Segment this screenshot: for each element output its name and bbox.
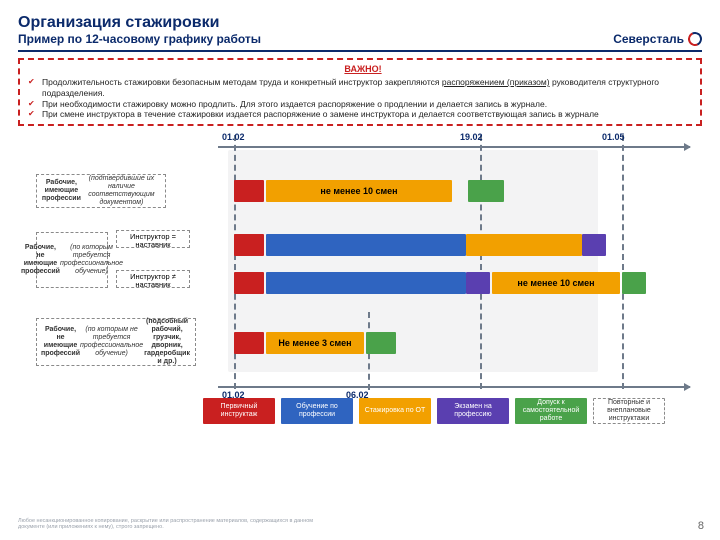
segment-text: не менее 10 смен — [492, 272, 620, 294]
legend: Первичный инструктажОбучение по професси… — [203, 398, 665, 424]
page-number: 8 — [698, 520, 704, 532]
gantt-segment — [234, 234, 264, 256]
timeline-arrow — [218, 386, 690, 388]
gantt-segment — [468, 180, 504, 202]
legend-item: Стажировка по ОТ — [359, 398, 431, 424]
gantt-segment — [234, 180, 264, 202]
warning-list: Продолжительность стажировки безопасным … — [34, 77, 692, 120]
logo: Северсталь — [613, 32, 702, 46]
gantt-segment — [234, 332, 264, 354]
segment-text: Не менее 3 смен — [266, 332, 364, 354]
gantt-segment — [622, 272, 646, 294]
gantt-segment — [466, 272, 490, 294]
sub-label: Инструктор ≠ наставник — [116, 270, 190, 288]
date-label: 19.02 — [460, 132, 483, 142]
warning-item: Продолжительность стажировки безопасным … — [34, 77, 692, 98]
sub-label: Инструктор = наставник — [116, 230, 190, 248]
gantt-segment — [266, 272, 466, 294]
page-title: Организация стажировки — [18, 14, 261, 32]
warning-item: При смене инструктора в течение стажиров… — [34, 109, 692, 120]
row-label: Рабочие, не имеющие профессий(по которым… — [36, 232, 108, 288]
gantt-segment — [266, 234, 466, 256]
legend-item: Повторные и внеплановые инструктажи — [593, 398, 665, 424]
page-subtitle: Пример по 12-часовому графику работы — [18, 32, 261, 46]
gantt-segment — [234, 272, 264, 294]
warning-item: При необходимости стажировку можно продл… — [34, 99, 692, 110]
warning-header: ВАЖНО! — [34, 64, 692, 75]
timeline-arrow — [218, 146, 690, 148]
header: Организация стажировки Пример по 12-часо… — [18, 14, 702, 52]
row-label: Рабочие, не имеющие профессий(по которым… — [36, 318, 196, 366]
date-label: 01.02 — [222, 132, 245, 142]
gantt-segment — [582, 234, 606, 256]
logo-icon — [686, 30, 704, 48]
gantt-segment — [366, 332, 396, 354]
timeline-vline — [622, 135, 624, 389]
row-label: Рабочие, имеющие профессии(подтвердившие… — [36, 174, 166, 208]
footnote: Любое несанкционированное копирование, р… — [18, 518, 318, 530]
timeline-vline — [480, 135, 482, 389]
timeline-chart: 01.0219.0201.0501.0206.02Рабочие, имеющи… — [18, 132, 702, 432]
gantt-segment — [466, 234, 582, 256]
legend-item: Обучение по профессии — [281, 398, 353, 424]
warning-box: ВАЖНО! Продолжительность стажировки безо… — [18, 58, 702, 126]
legend-item: Экзамен на профессию — [437, 398, 509, 424]
segment-text: не менее 10 смен — [266, 180, 452, 202]
legend-item: Первичный инструктаж — [203, 398, 275, 424]
date-label: 01.05 — [602, 132, 625, 142]
legend-item: Допуск к самостоятельной работе — [515, 398, 587, 424]
